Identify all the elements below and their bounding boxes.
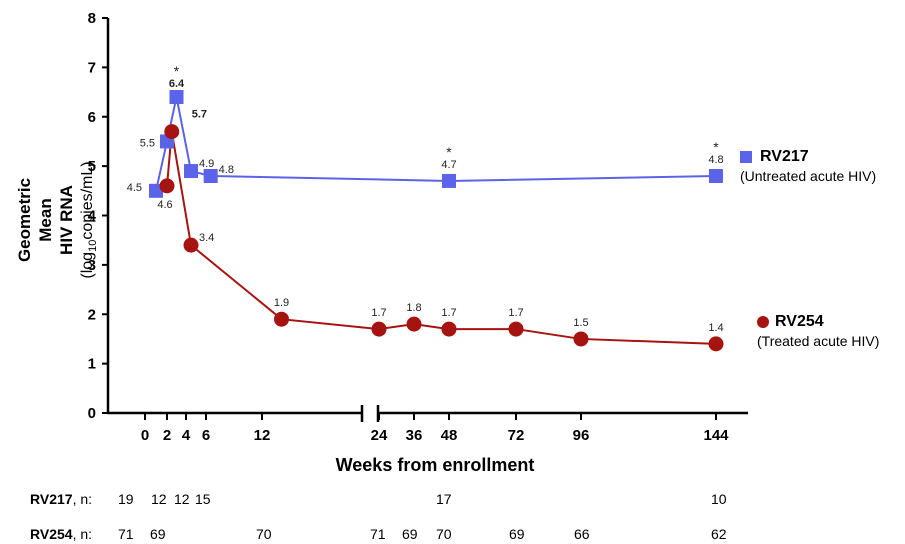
legend-name-rv254: RV254 xyxy=(775,313,824,330)
x-tick-label: 6 xyxy=(202,427,210,444)
n-row-label: RV217, n: xyxy=(30,491,93,507)
y-tick-label: 1 xyxy=(88,356,96,373)
n-count-rv217: 12 xyxy=(151,491,167,507)
data-label-rv254: 1.7 xyxy=(508,307,523,319)
x-tick-label: 4 xyxy=(182,427,191,444)
data-label-rv254: 1.7 xyxy=(441,307,456,319)
legend-square-marker xyxy=(740,151,752,164)
n-count-rv254: 69 xyxy=(402,526,418,542)
n-row-label: RV254, n: xyxy=(30,526,93,542)
data-label-rv254: 4.6 xyxy=(157,199,172,211)
y-tick-label: 5 xyxy=(88,158,96,175)
n-count-rv217: 12 xyxy=(174,491,190,507)
n-count-rv254: 70 xyxy=(256,526,272,542)
n-count-rv254: 70 xyxy=(436,526,452,542)
n-count-rv217: 17 xyxy=(436,491,452,507)
y-axis-unit-suffix: copies/mL) xyxy=(79,161,96,240)
y-axis-unit: (log10copies/mL) xyxy=(77,160,104,280)
y-axis-unit-subscript: 10 xyxy=(87,239,100,252)
data-point-rv217 xyxy=(442,173,456,188)
y-tick-label: 0 xyxy=(88,405,96,422)
data-label-rv217: 4.9 xyxy=(199,158,214,170)
data-point-rv217 xyxy=(709,169,723,183)
data-label-rv217: 5.5 xyxy=(140,137,155,149)
x-tick-label: 0 xyxy=(141,427,149,444)
y-axis-label: Geometric Mean HIV RNA (log10copies/mL) xyxy=(14,160,104,280)
n-row-rv217: RV217, n: xyxy=(30,491,92,507)
data-point-rv254 xyxy=(708,336,724,352)
data-label-rv254: 1.8 xyxy=(406,302,421,314)
legend-item-rv217: RV217 (Untreated acute HIV) xyxy=(740,148,876,184)
data-label-rv254: 1.4 xyxy=(708,322,723,334)
data-label-rv217: 4.7 xyxy=(441,159,456,171)
series-markers xyxy=(149,90,724,352)
legend-desc-rv217: (Untreated acute HIV) xyxy=(740,168,877,184)
n-count-rv254: 71 xyxy=(118,526,134,542)
n-count-rv254: 66 xyxy=(574,526,590,542)
data-point-rv254 xyxy=(164,124,180,140)
y-tick-label: 6 xyxy=(88,109,96,126)
x-tick-label: 96 xyxy=(573,427,590,444)
y-axis-label-line1: Geometric Mean xyxy=(15,177,55,263)
y-tick-label: 3 xyxy=(88,257,96,274)
n-count-rv254: 71 xyxy=(370,526,386,542)
x-tick-label: 12 xyxy=(254,427,271,444)
n-row-rv254: RV254, n: xyxy=(30,526,92,542)
series-line-rv217 xyxy=(155,96,717,192)
data-label-rv254: 3.4 xyxy=(199,232,214,244)
significance-star: * xyxy=(713,139,719,155)
data-point-rv254 xyxy=(441,321,457,337)
significance-star: * xyxy=(174,63,180,79)
y-axis-unit-prefix: (log xyxy=(79,251,96,279)
y-axis-label-line2: HIV RNA xyxy=(57,185,76,255)
legend-circle-marker xyxy=(757,316,769,329)
data-label-rv217: 4.8 xyxy=(708,154,723,166)
x-tick-label: 48 xyxy=(441,427,458,444)
y-tick-label: 2 xyxy=(88,306,96,323)
series-lines xyxy=(155,96,717,345)
data-label-rv254: 1.7 xyxy=(371,307,386,319)
data-label-rv254: 5.7 xyxy=(192,109,207,121)
n-count-rv217: 10 xyxy=(711,491,727,507)
x-tick-label: 144 xyxy=(703,427,729,444)
x-tick-label: 72 xyxy=(508,427,525,444)
data-label-rv254: 1.9 xyxy=(274,297,289,309)
n-count-rv254: 69 xyxy=(150,526,166,542)
data-point-rv254 xyxy=(274,311,289,327)
data-labels: 4.55.56.4*4.9 4.8 4.7*4.8*4.65.73.41.91.7 1… xyxy=(127,63,724,334)
series-line-rv254 xyxy=(166,131,717,345)
x-tick-label: 24 xyxy=(371,427,388,444)
data-point-rv217 xyxy=(149,183,163,198)
n-count-rv254: 69 xyxy=(509,526,525,542)
y-tick-label: 7 xyxy=(88,59,96,76)
n-count-rv217: 15 xyxy=(195,491,211,507)
x-tick-label: 36 xyxy=(406,427,423,444)
data-point-rv254 xyxy=(183,237,199,253)
data-label-rv217: 4.5 xyxy=(127,182,142,194)
y-tick-label: 8 xyxy=(88,10,96,27)
legend-item-rv254: RV254 (Treated acute HIV) xyxy=(757,313,879,349)
data-point-rv254 xyxy=(508,321,524,337)
data-point-rv217 xyxy=(169,90,184,104)
data-point-rv254 xyxy=(573,331,589,347)
data-point-rv254 xyxy=(371,321,387,337)
n-count-rv254: 62 xyxy=(711,526,727,542)
data-point-rv217 xyxy=(184,164,198,179)
x-axis-label: Weeks from enrollment xyxy=(335,455,535,475)
data-point-rv254 xyxy=(406,316,422,332)
data-label-rv254: 1.5 xyxy=(573,317,588,329)
legend-desc-rv254: (Treated acute HIV) xyxy=(757,333,880,349)
legend-name-rv217: RV217 xyxy=(760,148,809,165)
significance-star: * xyxy=(446,144,452,160)
data-point-rv254 xyxy=(159,178,175,194)
data-label-rv217: 4.8 xyxy=(219,164,234,176)
y-tick-label: 4 xyxy=(88,208,97,225)
n-count-rv217: 19 xyxy=(118,491,134,507)
data-label-rv217: 6.4 xyxy=(169,78,185,90)
data-point-rv217 xyxy=(203,169,218,183)
x-tick-label: 2 xyxy=(163,427,171,444)
